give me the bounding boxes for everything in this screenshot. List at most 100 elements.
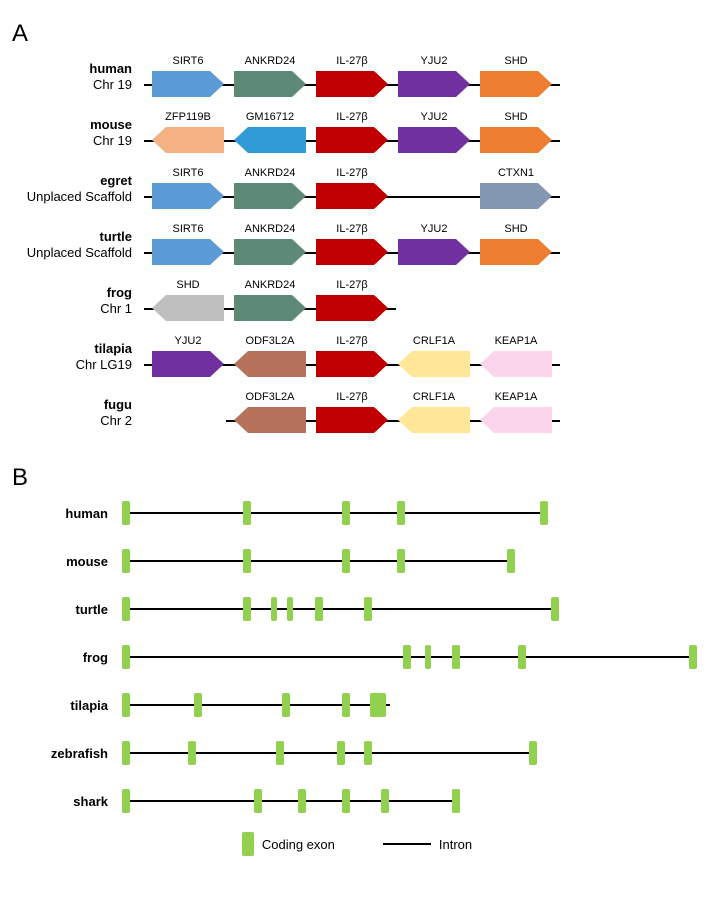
gene-arrow	[316, 407, 388, 433]
gene-label: ODF3L2A	[234, 335, 306, 347]
synteny-row: humanChr 19SIRT6ANKRD24IL-27βYJU2SHD	[12, 52, 702, 102]
gene-label: IL-27β	[316, 335, 388, 347]
gene-label: ODF3L2A	[234, 391, 306, 403]
synteny-track: SIRT6ANKRD24IL-27βYJU2SHD	[142, 220, 662, 270]
gene-arrow	[316, 71, 388, 97]
gene-label: IL-27β	[316, 111, 388, 123]
species-label: humanChr 19	[12, 61, 142, 94]
gene-label: ANKRD24	[234, 55, 306, 67]
exon	[337, 741, 345, 765]
exon-row: shark	[12, 784, 702, 818]
exon	[507, 549, 515, 573]
exon	[529, 741, 537, 765]
gene-arrow	[480, 407, 552, 433]
gene-arrow	[316, 127, 388, 153]
gene-label: KEAP1A	[480, 391, 552, 403]
synteny-track: SIRT6ANKRD24IL-27βCTXN1	[142, 164, 662, 214]
gene-arrow	[316, 239, 388, 265]
gene-arrow	[234, 407, 306, 433]
legend-exon-label: Coding exon	[262, 837, 335, 852]
gene-arrow	[398, 127, 470, 153]
species-label: mouseChr 19	[12, 117, 142, 150]
exon	[518, 645, 526, 669]
synteny-row: mouseChr 19ZFP119BGM16712IL-27βYJU2SHD	[12, 108, 702, 158]
gene-arrow	[152, 351, 224, 377]
species-label: turtleUnplaced Scaffold	[12, 229, 142, 262]
gene-arrow	[234, 127, 306, 153]
exon-row: zebrafish	[12, 736, 702, 770]
gene-label: SHD	[480, 111, 552, 123]
gene-arrow	[152, 183, 224, 209]
exon	[188, 741, 196, 765]
exon	[282, 693, 290, 717]
exon-row: mouse	[12, 544, 702, 578]
species-label: frog	[12, 650, 122, 665]
synteny-track: SHDANKRD24IL-27β	[142, 276, 662, 326]
gene-arrow	[152, 239, 224, 265]
gene-label: YJU2	[398, 111, 470, 123]
species-label: frogChr 1	[12, 285, 142, 318]
exon-row: human	[12, 496, 702, 530]
panel-b: B human mouse turtle frog tilapia zebrafish sh…	[12, 464, 702, 856]
species-label: human	[12, 506, 122, 521]
gene-arrow	[398, 351, 470, 377]
gene-label: SIRT6	[152, 167, 224, 179]
exon	[194, 693, 202, 717]
gene-label: YJU2	[398, 55, 470, 67]
exon	[287, 597, 293, 621]
legend: Coding exon Intron	[12, 832, 702, 856]
gene-label: IL-27β	[316, 167, 388, 179]
exon	[381, 789, 389, 813]
panel-a: A humanChr 19SIRT6ANKRD24IL-27βYJU2SHDmo…	[12, 20, 702, 438]
gene-label: ANKRD24	[234, 223, 306, 235]
intron-line	[126, 512, 544, 514]
exon	[254, 789, 262, 813]
exon	[403, 645, 411, 669]
exon	[122, 789, 130, 813]
exon	[342, 501, 350, 525]
gene-arrow	[398, 239, 470, 265]
exon	[342, 789, 350, 813]
species-label: turtle	[12, 602, 122, 617]
gene-arrow	[316, 183, 388, 209]
synteny-row: fuguChr 2ODF3L2AIL-27βCRLF1AKEAP1A	[12, 388, 702, 438]
exon-track	[122, 640, 702, 674]
gene-label: IL-27β	[316, 55, 388, 67]
exon-track	[122, 544, 702, 578]
exon	[243, 501, 251, 525]
exon	[271, 597, 277, 621]
legend-exon-swatch	[242, 832, 254, 856]
exon	[364, 741, 372, 765]
species-label: mouse	[12, 554, 122, 569]
gene-label: ANKRD24	[234, 167, 306, 179]
gene-label: IL-27β	[316, 391, 388, 403]
gene-arrow	[152, 71, 224, 97]
species-label: shark	[12, 794, 122, 809]
exon-row: tilapia	[12, 688, 702, 722]
exon	[122, 693, 130, 717]
exon	[370, 693, 386, 717]
legend-intron-label: Intron	[439, 837, 472, 852]
gene-arrow	[234, 351, 306, 377]
intron-line	[126, 704, 390, 706]
gene-arrow	[234, 183, 306, 209]
gene-arrow	[480, 351, 552, 377]
gene-arrow	[234, 71, 306, 97]
exon-track	[122, 736, 702, 770]
synteny-track: SIRT6ANKRD24IL-27βYJU2SHD	[142, 52, 662, 102]
exon	[452, 645, 460, 669]
gene-label: SIRT6	[152, 55, 224, 67]
synteny-row: egretUnplaced Scaffold SIRT6 ANKRD24 IL-27β…	[12, 164, 702, 214]
panel-b-label: B	[12, 464, 702, 492]
gene-label: YJU2	[398, 223, 470, 235]
exon-track	[122, 688, 702, 722]
synteny-row: tilapiaChr LG19YJU2ODF3L2AIL-27βCRLF1AKE…	[12, 332, 702, 382]
gene-arrow	[316, 351, 388, 377]
species-label: egretUnplaced Scaffold	[12, 173, 142, 206]
synteny-row: frogChr 1SHDANKRD24IL-27β	[12, 276, 702, 326]
exon	[315, 597, 323, 621]
exon	[551, 597, 559, 621]
synteny-track: ODF3L2AIL-27βCRLF1AKEAP1A	[142, 388, 662, 438]
species-label: fuguChr 2	[12, 397, 142, 430]
exon	[397, 549, 405, 573]
